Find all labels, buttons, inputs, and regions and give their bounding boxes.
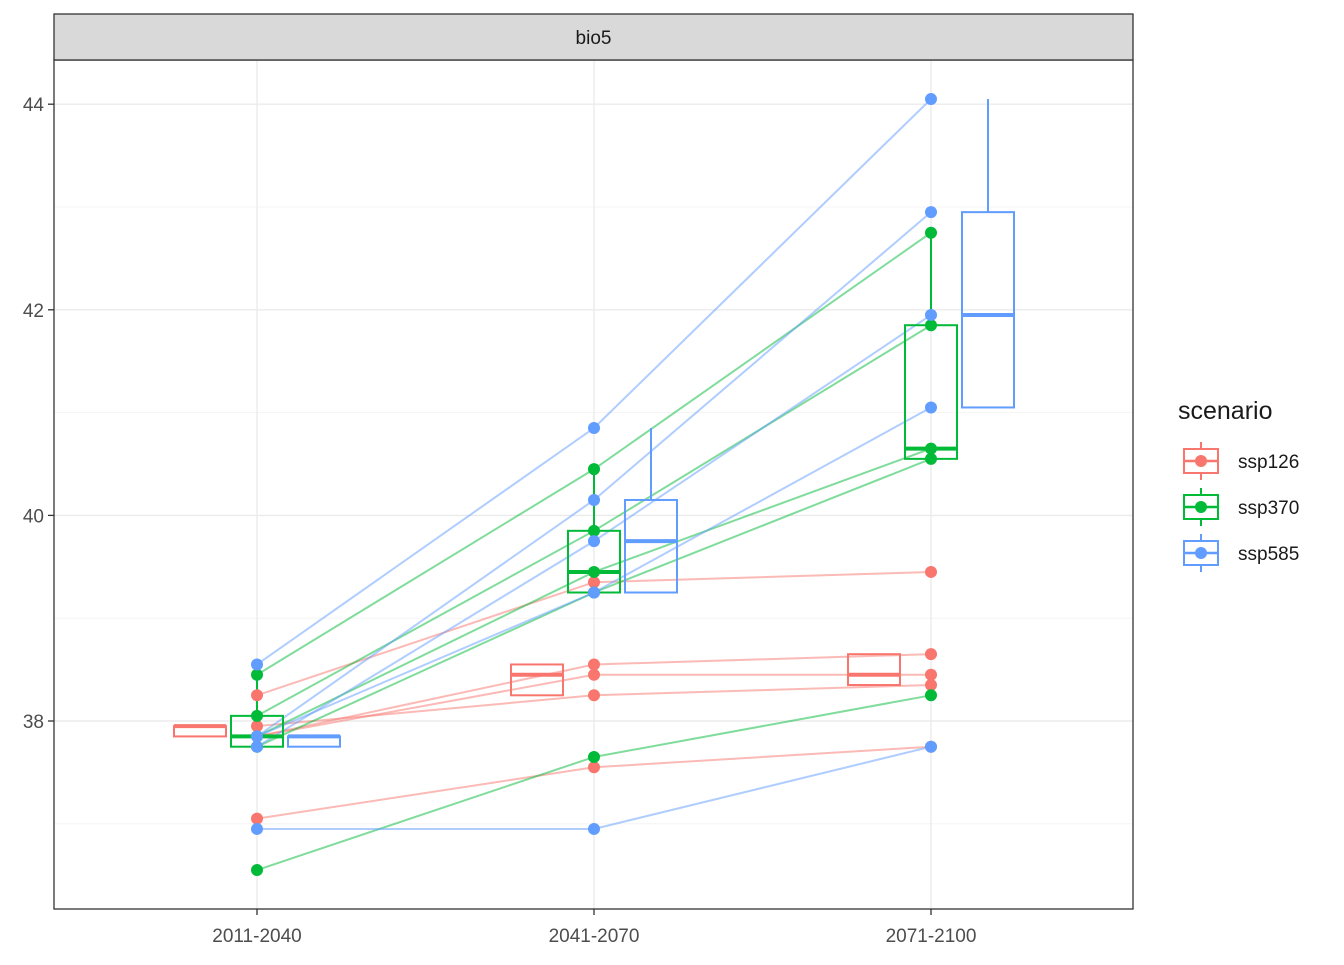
data-point-ssp126 <box>925 679 937 692</box>
box-iqr <box>961 211 1015 409</box>
legend-label: ssp370 <box>1238 498 1299 519</box>
data-point-ssp370 <box>588 524 600 537</box>
y-tick-label: 44 <box>23 95 45 116</box>
box-ssp585-2011-2040 <box>287 734 341 748</box>
data-point-ssp585 <box>925 308 937 321</box>
box-ssp585-2041-2070 <box>624 428 678 594</box>
data-point-ssp370 <box>588 463 600 476</box>
y-axis: 38 40 42 44 <box>23 95 54 733</box>
points-layer <box>251 93 937 877</box>
data-point-ssp370 <box>251 709 263 722</box>
data-point-ssp126 <box>925 648 937 661</box>
legend: scenario ssp126 ssp370 ssp585 <box>1178 397 1299 572</box>
data-point-ssp585 <box>588 586 600 599</box>
data-point-ssp126 <box>251 720 263 733</box>
box-ssp585-2071-2100 <box>961 99 1015 409</box>
data-point-ssp585 <box>588 493 600 506</box>
box-ssp126-2041-2070 <box>510 663 564 697</box>
data-point-ssp370 <box>925 226 937 239</box>
facet-label: bio5 <box>576 28 612 49</box>
data-point-ssp370 <box>925 689 937 702</box>
data-point-ssp370 <box>588 565 600 578</box>
data-point-ssp126 <box>925 668 937 681</box>
legend-key-point <box>1195 547 1207 559</box>
data-point-ssp370 <box>588 750 600 763</box>
data-point-ssp126 <box>251 812 263 825</box>
data-point-ssp126 <box>251 689 263 702</box>
data-point-ssp585 <box>251 822 263 835</box>
data-point-ssp585 <box>925 401 937 414</box>
legend-key-point <box>1195 455 1207 467</box>
facet-strip <box>53 13 1134 61</box>
legend-entry-ssp126: ssp126 <box>1183 442 1299 480</box>
box-iqr <box>847 653 901 687</box>
data-point-ssp585 <box>251 740 263 753</box>
legend-label: ssp585 <box>1238 544 1299 565</box>
data-point-ssp585 <box>588 535 600 548</box>
y-tick-label: 42 <box>23 301 44 322</box>
data-point-ssp370 <box>925 442 937 455</box>
data-point-ssp585 <box>925 740 937 753</box>
y-tick-label: 38 <box>23 712 44 733</box>
box-ssp126-2011-2040 <box>173 724 227 738</box>
data-point-ssp370 <box>251 668 263 681</box>
data-point-ssp370 <box>925 319 937 332</box>
data-point-ssp126 <box>925 565 937 578</box>
data-point-ssp585 <box>251 658 263 671</box>
box-iqr <box>510 663 564 697</box>
legend-entry-ssp585: ssp585 <box>1183 534 1299 572</box>
legend-title: scenario <box>1178 397 1273 425</box>
data-point-ssp585 <box>251 730 263 743</box>
legend-label: ssp126 <box>1238 452 1299 473</box>
y-tick-label: 40 <box>23 506 44 527</box>
box-ssp126-2071-2100 <box>847 653 901 687</box>
x-tick-label: 2011-2040 <box>212 926 301 947</box>
x-axis: 2011-2040 2041-2070 2071-2100 <box>212 909 976 947</box>
data-point-ssp585 <box>588 422 600 435</box>
data-point-ssp370 <box>925 452 937 465</box>
data-point-ssp126 <box>588 658 600 671</box>
x-tick-label: 2071-2100 <box>886 926 977 947</box>
data-point-ssp126 <box>588 689 600 702</box>
data-point-ssp126 <box>588 761 600 774</box>
x-tick-label: 2041-2070 <box>549 926 640 947</box>
data-point-ssp126 <box>588 576 600 589</box>
legend-key-point <box>1195 501 1207 513</box>
data-point-ssp126 <box>588 668 600 681</box>
data-point-ssp585 <box>588 822 600 835</box>
box-iqr <box>624 498 678 594</box>
data-point-ssp585 <box>925 93 937 106</box>
data-point-ssp585 <box>925 206 937 219</box>
legend-entries: ssp126 ssp370 ssp585 <box>1183 442 1299 572</box>
data-point-ssp370 <box>251 864 263 877</box>
legend-entry-ssp370: ssp370 <box>1183 488 1299 526</box>
